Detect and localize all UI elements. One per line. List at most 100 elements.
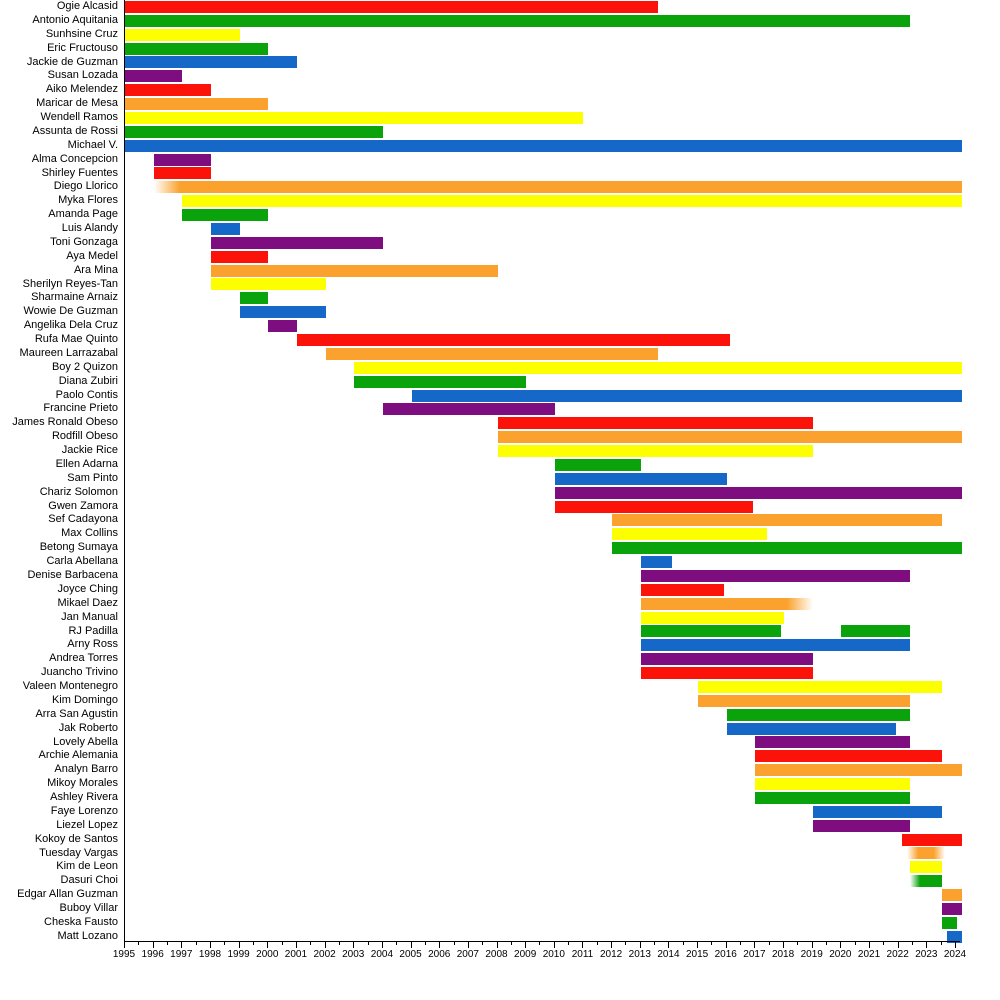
row-label: Lovely Abella [53, 735, 118, 748]
row-label: Ara Mina [73, 263, 118, 276]
row-label: Matt Lozano [57, 929, 118, 942]
row-label: Kim de Leon [56, 860, 118, 873]
x-axis-year-label: 2023 [915, 949, 938, 960]
x-axis-year-label: 2019 [800, 949, 823, 960]
x-axis-year-label: 1995 [112, 949, 136, 960]
timeline-bar [640, 569, 911, 582]
x-axis-tick [582, 942, 584, 948]
x-axis-tick [811, 942, 813, 948]
x-axis-year-label: 1996 [141, 949, 164, 960]
timeline-bar [153, 153, 211, 166]
timeline-bar [125, 125, 383, 138]
timeline-bar [726, 722, 896, 735]
row-label: Kim Domingo [51, 693, 118, 706]
x-axis-tick [754, 942, 756, 948]
x-axis-tick [295, 942, 297, 948]
row-label: Archie Alemania [38, 749, 119, 762]
x-axis-minor-tick [338, 942, 340, 945]
timeline-bar [755, 750, 942, 763]
row-label: Chariz Solomon [39, 485, 118, 498]
x-axis-tick [124, 942, 125, 948]
timeline-bar [755, 764, 962, 777]
x-axis-year-label: 1998 [198, 949, 222, 960]
x-axis-minor-tick [453, 942, 455, 945]
timeline-bar [153, 181, 962, 194]
x-axis-tick [267, 942, 269, 948]
x-axis-year-label: 2000 [256, 949, 279, 960]
x-axis-tick [238, 942, 240, 948]
x-axis-tick [209, 942, 211, 948]
x-axis-tick [869, 942, 871, 948]
x-axis-minor-tick [166, 942, 168, 945]
timeline-bar [941, 916, 958, 929]
timeline-bar [941, 903, 962, 915]
x-axis-minor-tick [711, 942, 713, 945]
timeline-bar [411, 389, 962, 402]
x-axis-minor-tick [768, 942, 770, 945]
x-axis-minor-tick [883, 942, 885, 945]
x-axis-minor-tick [682, 942, 684, 945]
x-axis-minor-tick [596, 942, 598, 945]
timeline-bar [125, 84, 211, 97]
timeline-bar [125, 111, 584, 124]
x-axis-tick [926, 942, 928, 948]
timeline-bar [125, 70, 183, 83]
x-axis-minor-tick [482, 942, 484, 945]
row-label: Andrea Torres [49, 652, 118, 665]
row-label: Denise Barbacena [27, 568, 118, 581]
row-label: Joyce Ching [57, 582, 118, 595]
timeline-bar [125, 98, 269, 111]
row-label: Max Collins [61, 527, 118, 540]
row-label: Analyn Barro [54, 763, 118, 776]
row-label: Jan Manual [61, 610, 118, 623]
row-label: James Ronald Obeso [12, 416, 118, 429]
row-label: Diana Zubiri [58, 374, 118, 387]
row-label: Boy 2 Quizon [51, 360, 118, 373]
row-label: Shirley Fuentes [41, 166, 118, 179]
timeline-bar [910, 861, 942, 874]
x-axis-minor-tick [539, 942, 541, 945]
row-label: Wowie De Guzman [23, 305, 118, 318]
x-axis-tick [381, 942, 383, 948]
timeline-bar [554, 472, 727, 485]
row-label: Sherilyn Reyes-Tan [22, 277, 118, 290]
timeline-bar [612, 542, 962, 555]
row-label: Sef Cadayona [48, 513, 118, 526]
x-axis-minor-tick [396, 942, 398, 945]
timeline-bar [125, 56, 297, 69]
x-axis-year-label: 2003 [342, 949, 365, 960]
row-label: Buboy Villar [59, 902, 119, 915]
timeline-bar [125, 14, 911, 27]
x-axis-minor-tick [195, 942, 197, 945]
timeline-bar [554, 486, 962, 499]
timeline-bar [153, 167, 211, 180]
x-axis-year-label: 2020 [829, 949, 852, 960]
timeline-bar [382, 403, 555, 416]
timeline-bar [841, 625, 911, 638]
timeline-bar [497, 417, 813, 430]
row-label: Kokoy de Santos [34, 832, 118, 845]
timeline-bar [907, 847, 945, 860]
row-label: Eric Fructouso [47, 41, 118, 54]
row-label: Mikael Daez [57, 596, 118, 609]
row-label: Sunhsine Cruz [45, 27, 118, 40]
x-axis-year-label: 2022 [886, 949, 909, 960]
x-axis-minor-tick [826, 942, 828, 945]
plot-area [125, 0, 995, 943]
row-label: Sharmaine Arnaiz [31, 291, 118, 304]
x-axis-tick [668, 942, 670, 948]
row-label: Rodfill Obeso [51, 430, 118, 443]
x-axis-tick [525, 942, 527, 948]
x-axis-minor-tick [854, 942, 856, 945]
x-axis-minor-tick [625, 942, 627, 945]
timeline-bar [640, 611, 785, 624]
x-axis-year-label: 1997 [170, 949, 193, 960]
timeline-bar [726, 708, 911, 721]
x-axis-year-label: 2015 [685, 949, 709, 960]
timeline-bar [210, 236, 383, 249]
row-label: Arra San Agustin [35, 707, 118, 720]
timeline-bar [941, 889, 962, 902]
x-axis-year-label: 2006 [428, 949, 451, 960]
x-axis-minor-tick [510, 942, 512, 945]
x-axis-year-label: 2012 [600, 949, 623, 960]
